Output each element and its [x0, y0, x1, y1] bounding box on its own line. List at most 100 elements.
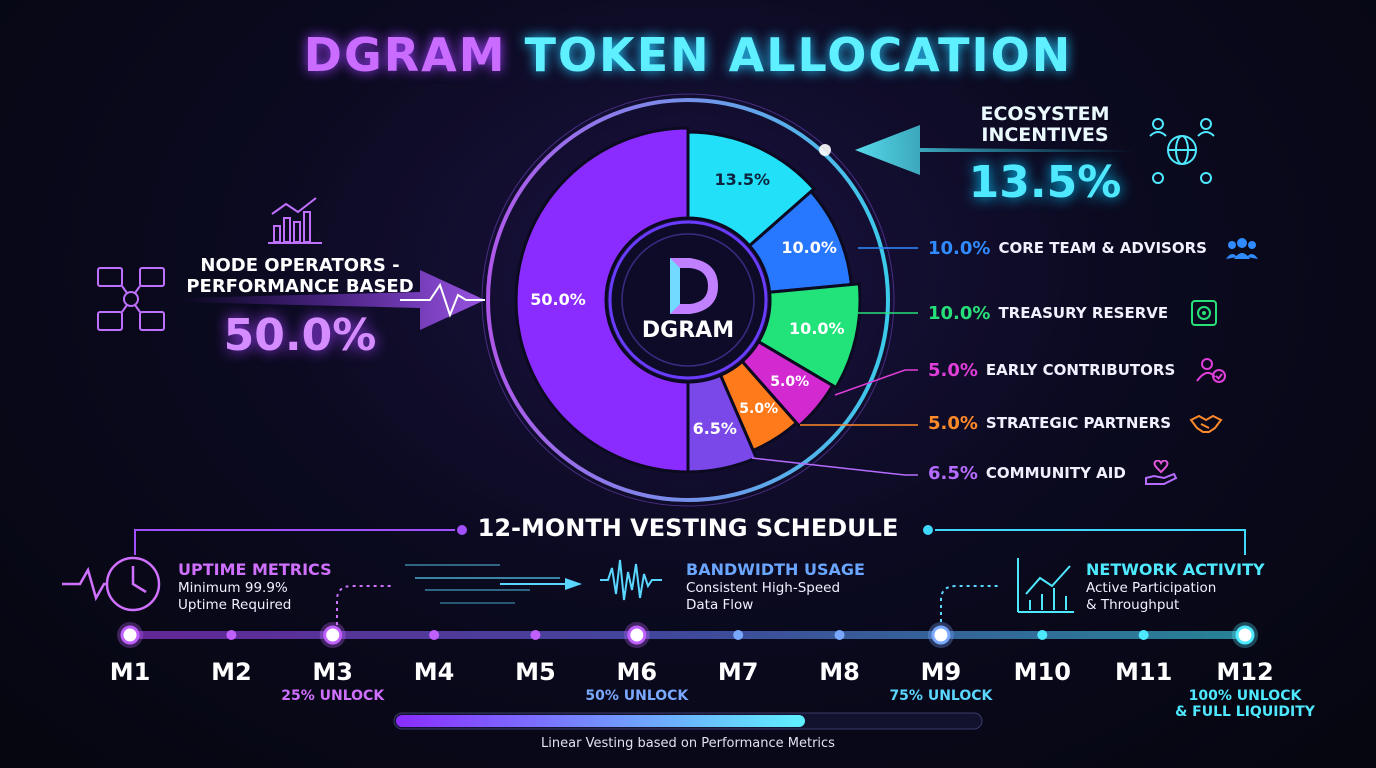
metric-title: BANDWIDTH USAGE: [686, 560, 865, 579]
waveform-icon: [600, 559, 662, 601]
center-inner-ring: [621, 233, 755, 367]
pie-slice: [514, 126, 690, 474]
title-brand: DGRAM: [303, 28, 507, 82]
metric-title: NETWORK ACTIVITY: [1086, 560, 1265, 579]
timeline-track: [130, 631, 1247, 639]
timeline-node: [733, 630, 744, 640]
metric-desc-line2: Data Flow: [686, 597, 754, 613]
pie-slice-label: 13.5%: [714, 169, 771, 189]
unlock-label: 100% UNLOCK & FULL LIQUIDITY: [1170, 688, 1320, 720]
ecosystem-name-line2: INCENTIVES: [981, 124, 1109, 146]
month-label: M5: [515, 658, 556, 686]
month-label: M2: [211, 658, 252, 686]
legend-label: STRATEGIC PARTNERS: [985, 414, 1172, 432]
timeline-node: [834, 630, 845, 640]
data-stream-icon: [405, 564, 582, 604]
vesting-progress-fill: [396, 715, 805, 727]
metric-network: NETWORK ACTIVITY Active Participation & …: [1086, 560, 1265, 613]
legend-treasury: 10.0% TREASURY RESERVE: [928, 300, 1220, 326]
pie-slice-label: 10.0%: [781, 237, 837, 257]
node-callout-name: NODE OPERATORS - PERFORMANCE BASED: [170, 255, 430, 297]
center-disk: [608, 220, 768, 380]
globe-people-icon: [1149, 118, 1215, 184]
center-label: DGRAM: [641, 318, 735, 343]
timeline-nodes: [117, 622, 1258, 648]
node-name-line2: PERFORMANCE BASED: [186, 276, 414, 297]
unlock-line2: & FULL LIQUIDITY: [1175, 704, 1315, 720]
node-arrow: [180, 270, 485, 330]
unlock-line1: 25% UNLOCK: [281, 688, 385, 704]
timeline-node: [931, 625, 951, 645]
pie-slice: [686, 373, 759, 474]
legend-pct: 10.0%: [928, 237, 991, 259]
metric-desc-line1: Minimum 99.9%: [178, 580, 288, 596]
legend-label: EARLY CONTRIBUTORS: [985, 361, 1176, 379]
metric-desc-line1: Active Participation: [1086, 580, 1217, 596]
metric-title: UPTIME METRICS: [178, 560, 332, 579]
user-check-icon: [1196, 358, 1227, 383]
legend-pct: 10.0%: [928, 302, 991, 324]
legend-connectors: [751, 247, 918, 476]
pie-slice-label: 6.5%: [692, 419, 737, 439]
legend-label: COMMUNITY AID: [985, 464, 1126, 482]
pie-slice-label: 5.0%: [739, 401, 779, 418]
vault-icon: [1191, 300, 1218, 326]
timeline-node: [323, 625, 343, 645]
ecosystem-callout-pct: 13.5%: [968, 157, 1122, 208]
node-name-line1: NODE OPERATORS -: [200, 255, 400, 276]
unlock-label: 75% UNLOCK: [866, 688, 1016, 704]
timeline-node: [120, 625, 140, 645]
activity-chart-icon: [1017, 558, 1074, 613]
vesting-title: 12-MONTH VESTING SCHEDULE: [477, 514, 899, 542]
legend-pct: 5.0%: [928, 359, 978, 381]
metric-desc-line2: Uptime Required: [178, 597, 292, 613]
legend-label: TREASURY RESERVE: [998, 304, 1169, 322]
unlock-label: 50% UNLOCK: [562, 688, 712, 704]
timeline-node: [1037, 630, 1048, 640]
growth-chart-icon: [268, 197, 322, 244]
clock-pulse-icon: [62, 556, 161, 612]
timeline-node: [530, 630, 541, 640]
pie-slice: [686, 130, 817, 248]
heart-hand-icon: [1144, 460, 1178, 485]
team-icon: [1225, 238, 1258, 259]
outer-ring: [486, 98, 890, 502]
legend-pct: 5.0%: [928, 412, 978, 434]
ecosystem-callout-name: ECOSYSTEM INCENTIVES: [960, 104, 1130, 146]
server-network-icon: [97, 267, 165, 331]
pie-slice-label: 10.0%: [789, 318, 845, 338]
month-label: M8: [819, 658, 860, 686]
pie-slice-label: 50.0%: [530, 290, 586, 309]
month-label: M10: [1013, 658, 1071, 686]
unlock-line1: 100% UNLOCK: [1188, 688, 1302, 704]
metric-bandwidth: BANDWIDTH USAGE Consistent High-Speed Da…: [686, 560, 865, 613]
vesting-frame: [134, 525, 1246, 555]
handshake-icon: [1189, 414, 1223, 433]
node-callout-pct: 50.0%: [223, 310, 377, 361]
legend-strategic-partners: 5.0% STRATEGIC PARTNERS: [928, 410, 1223, 436]
timeline-node: [1235, 625, 1255, 645]
month-label: M1: [109, 658, 151, 686]
legend-pct: 6.5%: [928, 462, 978, 484]
timeline-node: [429, 630, 440, 640]
legend-community-aid: 6.5% COMMUNITY AID: [928, 460, 1178, 486]
unlock-pointer-arrows: [336, 585, 1000, 632]
month-label: M3: [312, 658, 354, 686]
metric-desc-line2: & Throughput: [1086, 597, 1180, 613]
pie-slice: [756, 282, 862, 390]
month-label: M6: [616, 658, 658, 686]
month-label: M11: [1114, 658, 1173, 686]
timeline-node: [1138, 630, 1149, 640]
legend-early-contributors: 5.0% EARLY CONTRIBUTORS: [928, 357, 1227, 383]
timeline-node: [627, 625, 647, 645]
month-label: M4: [413, 658, 455, 686]
month-label: M7: [717, 658, 759, 686]
legend-core-team: 10.0% CORE TEAM & ADVISORS: [928, 235, 1259, 261]
ecosystem-name-line1: ECOSYSTEM: [980, 103, 1110, 125]
unlock-line1: 50% UNLOCK: [585, 688, 689, 704]
vesting-progress-label: Linear Vesting based on Performance Metr…: [541, 736, 835, 751]
month-label: M9: [920, 658, 962, 686]
legend-label: CORE TEAM & ADVISORS: [998, 239, 1207, 257]
ecosystem-arrow: [819, 125, 1135, 175]
